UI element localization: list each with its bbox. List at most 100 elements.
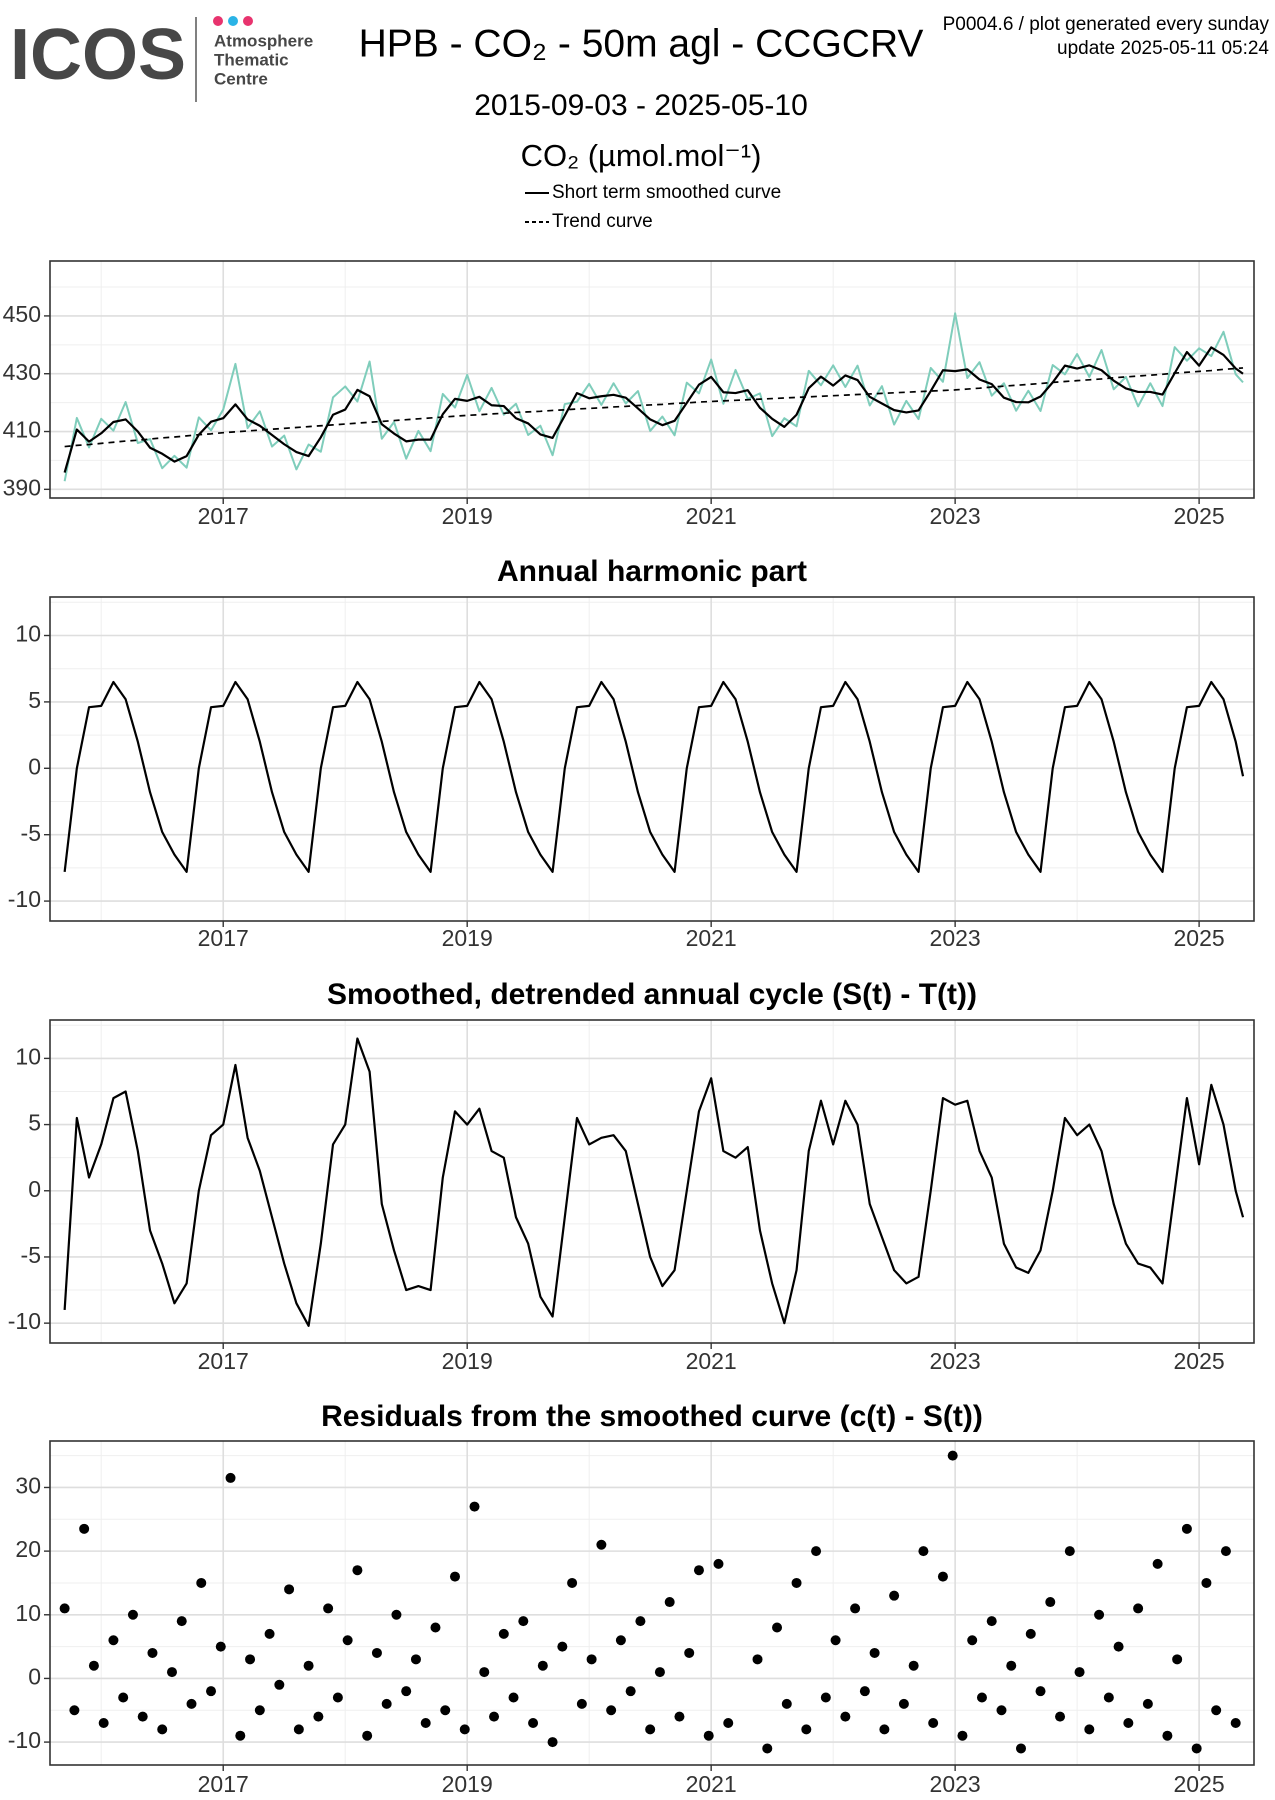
- point: [596, 1539, 607, 1550]
- x-tick-label: 2025: [1174, 925, 1225, 951]
- point: [186, 1698, 197, 1709]
- point: [1064, 1546, 1075, 1557]
- x-tick-label: 2019: [442, 503, 493, 529]
- point: [976, 1692, 987, 1703]
- y-tick-label: -5: [21, 820, 41, 846]
- x-tick-label: 2021: [686, 1771, 737, 1797]
- y-tick-label: -5: [21, 1242, 41, 1268]
- point: [157, 1724, 168, 1735]
- y-tick-label: 5: [28, 1110, 41, 1136]
- point: [586, 1654, 597, 1665]
- point: [245, 1654, 256, 1665]
- point: [293, 1724, 304, 1735]
- point: [1201, 1577, 1212, 1588]
- point: [1025, 1628, 1036, 1639]
- x-tick-label: 2019: [442, 925, 493, 951]
- point: [127, 1609, 138, 1620]
- series-line: [64, 367, 1244, 448]
- point: [898, 1698, 909, 1709]
- point: [362, 1730, 373, 1741]
- point: [98, 1717, 109, 1728]
- point: [840, 1711, 851, 1722]
- point: [576, 1698, 587, 1709]
- logo-dot: [228, 16, 238, 26]
- point: [498, 1628, 509, 1639]
- point: [1103, 1692, 1114, 1703]
- legend-label: Short term smoothed curve: [552, 182, 781, 203]
- panel-border: [49, 1440, 1255, 1766]
- point: [1123, 1717, 1134, 1728]
- point: [557, 1641, 568, 1652]
- point: [176, 1616, 187, 1627]
- point: [352, 1565, 363, 1576]
- point: [801, 1724, 812, 1735]
- point: [1211, 1705, 1222, 1716]
- point: [323, 1603, 334, 1614]
- point: [654, 1667, 665, 1678]
- point: [820, 1692, 831, 1703]
- update: update 2025-05-11 05:24: [1057, 38, 1269, 59]
- x-tick-label: 2019: [442, 1771, 493, 1797]
- point: [166, 1667, 177, 1678]
- point: [1172, 1654, 1183, 1665]
- x-tick-label: 2019: [442, 1348, 493, 1374]
- point: [518, 1616, 529, 1627]
- x-tick-label: 2017: [198, 925, 249, 951]
- point: [274, 1679, 285, 1690]
- x-tick-label: 2023: [930, 503, 981, 529]
- point: [781, 1698, 792, 1709]
- y-tick-label: 0: [28, 1176, 41, 1202]
- point: [879, 1724, 890, 1735]
- point: [693, 1565, 704, 1576]
- point: [537, 1660, 548, 1671]
- point: [254, 1705, 265, 1716]
- series-line: [63, 680, 1245, 873]
- point: [752, 1654, 763, 1665]
- point: [1016, 1743, 1027, 1754]
- series-line: [63, 1037, 1245, 1327]
- point: [664, 1597, 675, 1608]
- point: [996, 1705, 1007, 1716]
- point: [635, 1616, 646, 1627]
- y-tick-label: 10: [15, 621, 41, 647]
- panel-border: [49, 260, 1255, 499]
- point: [869, 1647, 880, 1658]
- point: [489, 1711, 500, 1722]
- point: [684, 1647, 695, 1658]
- point: [508, 1692, 519, 1703]
- point: [401, 1686, 412, 1697]
- y-tick-label: 410: [3, 417, 41, 443]
- point: [313, 1711, 324, 1722]
- logo-line: Thematic: [214, 50, 289, 69]
- point: [947, 1450, 958, 1461]
- point: [928, 1717, 939, 1728]
- y-tick-label: 10: [15, 1043, 41, 1069]
- point: [567, 1577, 578, 1588]
- x-tick-label: 2023: [930, 925, 981, 951]
- y-axis-label: CO₂ (µmol.mol⁻¹): [521, 138, 762, 173]
- point: [264, 1628, 275, 1639]
- point: [937, 1571, 948, 1582]
- y-tick-label: 0: [28, 753, 41, 779]
- y-tick-label: 0: [28, 1664, 41, 1690]
- point: [1084, 1724, 1095, 1735]
- point: [410, 1654, 421, 1665]
- y-tick-label: -10: [8, 886, 41, 912]
- point: [967, 1635, 978, 1646]
- point: [303, 1660, 314, 1671]
- point: [108, 1635, 119, 1646]
- logo-dot: [243, 16, 253, 26]
- point: [440, 1705, 451, 1716]
- point: [713, 1558, 724, 1569]
- point: [703, 1730, 714, 1741]
- x-tick-label: 2017: [198, 503, 249, 529]
- point: [1045, 1597, 1056, 1608]
- point: [859, 1686, 870, 1697]
- point: [479, 1667, 490, 1678]
- info: P0004.6 / plot generated every sunday: [943, 14, 1270, 35]
- point: [284, 1584, 295, 1595]
- y-tick-label: 10: [15, 1600, 41, 1626]
- point: [1055, 1711, 1066, 1722]
- x-tick-label: 2023: [930, 1348, 981, 1374]
